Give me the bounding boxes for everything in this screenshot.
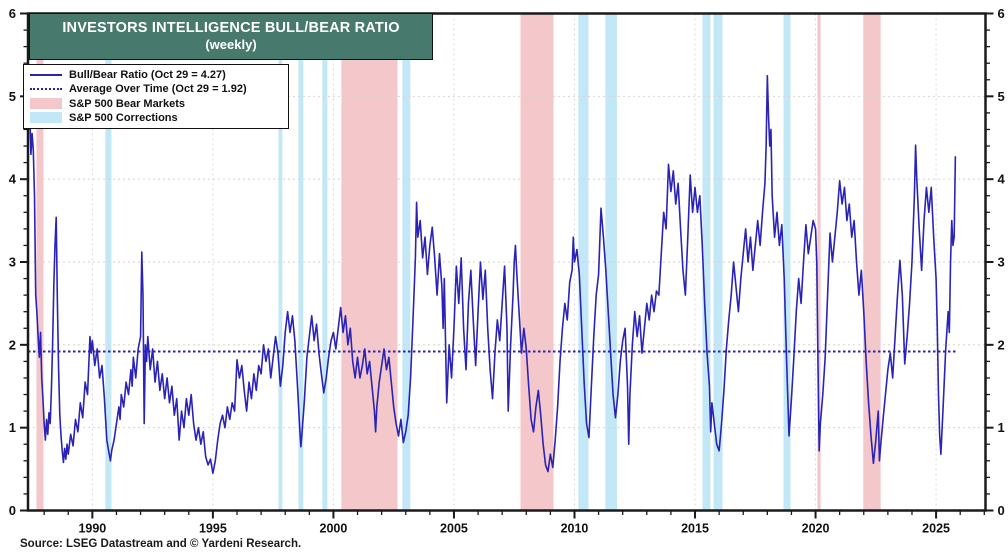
correction-band	[298, 13, 304, 511]
x-tick-label: 2025	[922, 522, 950, 536]
correction-band	[702, 13, 711, 511]
y-tick-label-right: 0	[998, 503, 1005, 518]
y-tick-label-right: 6	[998, 6, 1005, 21]
chart-subtitle: (weekly)	[205, 37, 257, 53]
chart-title-box: INVESTORS INTELLIGENCE BULL/BEAR RATIO (…	[29, 13, 433, 60]
legend-item: Bull/Bear Ratio (Oct 29 = 4.27)	[30, 68, 282, 82]
legend-swatch-line	[30, 70, 62, 81]
y-tick-label-right: 4	[998, 172, 1006, 187]
y-tick-label-left: 0	[9, 503, 16, 518]
y-tick-label-left: 5	[9, 89, 16, 104]
y-tick-label-right: 3	[998, 255, 1005, 270]
legend-swatch-line	[30, 84, 62, 95]
x-tick-label: 1995	[199, 522, 227, 536]
y-tick-label-left: 1	[9, 420, 16, 435]
y-tick-label-right: 5	[998, 89, 1005, 104]
correction-band	[783, 13, 791, 511]
x-tick-label: 1990	[78, 522, 106, 536]
x-tick-label: 2015	[681, 522, 709, 536]
legend-item: Average Over Time (Oct 29 = 1.92)	[30, 82, 282, 96]
y-tick-label-left: 6	[9, 6, 16, 21]
legend-item: S&P 500 Corrections	[30, 111, 282, 125]
legend-item: S&P 500 Bear Markets	[30, 97, 282, 111]
y-tick-label-right: 2	[998, 337, 1005, 352]
axis-labels: 1990 1995 2000 2005 2010 2015 2020 2025 0 0 1 1 2 2 3 3…	[9, 6, 1006, 536]
legend-label: Bull/Bear Ratio (Oct 29 = 4.27)	[69, 69, 226, 82]
x-tick-label: 2020	[802, 522, 830, 536]
x-tick-label: 2010	[561, 522, 589, 536]
y-tick-label-left: 3	[9, 255, 16, 270]
correction-band	[402, 13, 411, 511]
x-tick-label: 2005	[440, 522, 468, 536]
legend-swatch-fill	[30, 112, 62, 124]
chart-title: INVESTORS INTELLIGENCE BULL/BEAR RATIO	[62, 20, 400, 37]
legend-label: S&P 500 Corrections	[69, 111, 178, 124]
series-layer	[28, 74, 957, 475]
source-note: Source: LSEG Datastream and © Yardeni Re…	[20, 538, 302, 550]
ratio-line	[28, 74, 957, 475]
legend-label: Average Over Time (Oct 29 = 1.92)	[69, 83, 247, 96]
correction-band	[278, 13, 283, 511]
correction-band	[605, 13, 617, 511]
y-tick-label-left: 4	[9, 172, 17, 187]
y-tick-label-right: 1	[998, 420, 1005, 435]
y-tick-label-left: 2	[9, 337, 16, 352]
axis-ticks	[20, 12, 994, 519]
x-tick-label: 2000	[320, 522, 348, 536]
legend-label: S&P 500 Bear Markets	[69, 97, 185, 110]
legend: Bull/Bear Ratio (Oct 29 = 4.27) Average O…	[23, 64, 289, 129]
legend-swatch-fill	[30, 98, 62, 110]
